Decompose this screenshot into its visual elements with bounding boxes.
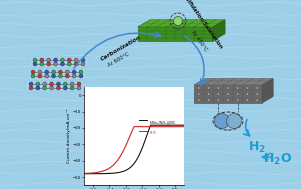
Circle shape	[38, 74, 42, 78]
Circle shape	[56, 82, 61, 86]
Circle shape	[67, 62, 71, 66]
Circle shape	[67, 58, 71, 62]
Polygon shape	[28, 69, 86, 79]
Text: Ar 600°C: Ar 600°C	[107, 52, 130, 68]
Circle shape	[72, 70, 76, 74]
Circle shape	[256, 93, 258, 95]
Circle shape	[40, 62, 44, 66]
Polygon shape	[26, 81, 84, 91]
Circle shape	[61, 58, 64, 62]
Text: $\mathbf{H_2}$: $\mathbf{H_2}$	[248, 140, 266, 155]
Polygon shape	[262, 79, 273, 103]
Circle shape	[63, 82, 67, 86]
Polygon shape	[138, 20, 225, 27]
Circle shape	[237, 99, 239, 101]
Circle shape	[70, 86, 74, 90]
Y-axis label: Current density/mA cm⁻²: Current density/mA cm⁻²	[67, 109, 71, 163]
Polygon shape	[213, 20, 225, 41]
Circle shape	[237, 93, 239, 95]
Circle shape	[198, 93, 200, 95]
Circle shape	[227, 93, 229, 95]
Circle shape	[47, 62, 51, 66]
Circle shape	[50, 82, 54, 86]
Circle shape	[246, 99, 249, 101]
Circle shape	[65, 74, 69, 78]
Circle shape	[227, 99, 229, 101]
Circle shape	[217, 87, 219, 89]
Circle shape	[65, 70, 69, 74]
Text: Carbonization: Carbonization	[100, 35, 142, 62]
Polygon shape	[30, 57, 88, 67]
Circle shape	[79, 70, 83, 74]
Circle shape	[43, 82, 47, 86]
Circle shape	[207, 99, 210, 101]
Circle shape	[54, 58, 57, 62]
Circle shape	[29, 86, 33, 90]
Circle shape	[58, 70, 62, 74]
Text: Pt/C: Pt/C	[150, 131, 157, 136]
Circle shape	[81, 62, 85, 66]
Text: NiSe₂/NiS₂@NC: NiSe₂/NiS₂@NC	[150, 120, 176, 124]
Circle shape	[246, 87, 249, 89]
Circle shape	[77, 86, 81, 90]
Circle shape	[58, 74, 62, 78]
Polygon shape	[138, 27, 213, 41]
Circle shape	[51, 74, 56, 78]
Circle shape	[56, 86, 61, 90]
Circle shape	[54, 62, 57, 66]
Circle shape	[70, 82, 74, 86]
Circle shape	[29, 82, 33, 86]
Circle shape	[43, 86, 47, 90]
Circle shape	[36, 86, 40, 90]
Circle shape	[227, 87, 229, 89]
Text: Sulfidation/Selenation: Sulfidation/Selenation	[183, 0, 225, 50]
Circle shape	[173, 16, 182, 26]
Circle shape	[36, 82, 40, 86]
Circle shape	[33, 62, 37, 66]
Circle shape	[198, 87, 200, 89]
Circle shape	[207, 87, 210, 89]
Circle shape	[237, 87, 239, 89]
Circle shape	[61, 62, 64, 66]
Circle shape	[38, 70, 42, 74]
Circle shape	[77, 82, 81, 86]
Circle shape	[40, 58, 44, 62]
Circle shape	[215, 114, 229, 129]
Circle shape	[50, 86, 54, 90]
Polygon shape	[194, 79, 273, 85]
Circle shape	[45, 74, 49, 78]
Circle shape	[226, 114, 241, 129]
Circle shape	[198, 99, 200, 101]
Circle shape	[246, 93, 249, 95]
Text: Ar 450°C: Ar 450°C	[190, 29, 208, 52]
Circle shape	[33, 58, 37, 62]
Circle shape	[74, 58, 78, 62]
Circle shape	[217, 93, 219, 95]
Circle shape	[207, 93, 210, 95]
Circle shape	[256, 99, 258, 101]
Circle shape	[51, 70, 56, 74]
Circle shape	[31, 70, 35, 74]
Circle shape	[217, 99, 219, 101]
Circle shape	[63, 86, 67, 90]
Circle shape	[31, 74, 35, 78]
Circle shape	[45, 70, 49, 74]
Text: $\mathbf{H_2O}$: $\mathbf{H_2O}$	[263, 152, 292, 167]
Circle shape	[74, 62, 78, 66]
Circle shape	[72, 74, 76, 78]
Circle shape	[79, 74, 83, 78]
Circle shape	[47, 58, 51, 62]
Circle shape	[81, 58, 85, 62]
Polygon shape	[194, 85, 262, 103]
Circle shape	[256, 87, 258, 89]
